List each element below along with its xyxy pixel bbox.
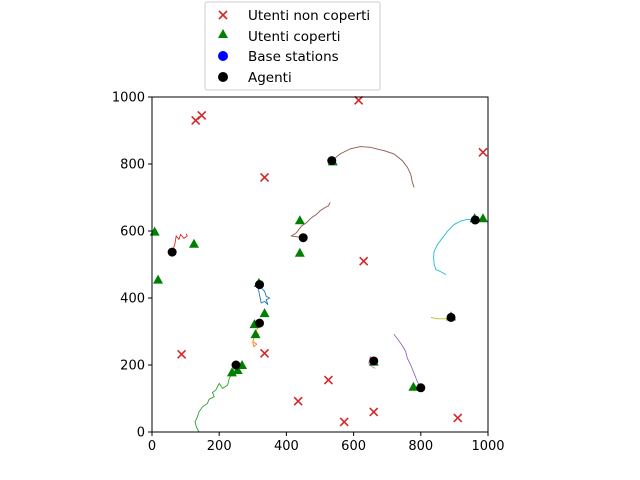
y-tick-label: 200 [120,359,145,374]
x-tick-label: 200 [207,439,232,454]
agent-marker [327,156,337,166]
covered-user-marker [232,365,243,375]
agent-marker [369,356,379,366]
agent-marker [231,360,241,370]
covered-user-marker [226,367,237,377]
agent-marker [416,383,426,393]
agent-marker [255,318,265,328]
covered-user-marker [153,274,164,284]
x-tick-label: 400 [274,439,299,454]
trajectory-line-3 [257,281,271,306]
legend-label-base-stations: Base stations [248,49,339,65]
legend-box [204,1,381,91]
uncovered-user-marker [354,95,364,105]
uncovered-user-marker [293,396,303,406]
y-tick-label: 800 [120,158,145,173]
covered-user-marker [294,247,305,257]
legend-marker-triangle [218,29,228,38]
x-tick-label: 600 [341,439,366,454]
uncovered-user-marker [177,349,187,359]
agent-marker [167,247,177,257]
covered-user-marker [294,215,305,225]
x-tick-label: 800 [408,439,433,454]
axes-frame [151,96,489,433]
plot-area: 0 200 400 600 800 1000 0 200 400 600 800 1000 [112,91,505,455]
trajectory-line-5 [194,364,237,433]
legend-marker-x [218,10,228,20]
y-tick-label: 0 [137,426,145,441]
uncovered-user-marker [369,407,379,417]
agent-marker [446,312,456,322]
uncovered-user-marker [197,110,207,120]
y-tick-label: 600 [120,225,145,240]
trajectory-line-1 [290,202,331,239]
covered-user-marker [477,213,488,223]
trajectory-line-2 [331,146,415,188]
x-tick-label: 1000 [471,439,504,454]
agent-marker [470,215,480,225]
covered-user-marker [408,381,419,391]
legend-label-agents: Agenti [248,70,292,86]
uncovered-user-marker [339,417,349,427]
y-tick-label: 400 [120,292,145,307]
legend-label-covered-users: Utenti coperti [248,29,341,45]
covered-user-marker [189,238,199,248]
uncovered-user-marker [453,413,463,423]
trajectory-line-0 [171,233,188,253]
uncovered-user-marker [359,256,369,266]
uncovered-user-marker [259,348,270,358]
legend-label-uncovered-users: Utenti non coperti [248,8,370,24]
trajectory-line-7 [393,333,422,389]
uncovered-user-marker [478,147,488,157]
legend-marker-black-circle [218,72,228,82]
uncovered-user-marker [259,172,270,182]
agent-marker [298,233,308,243]
covered-user-marker [250,329,261,339]
y-tick-label: 1000 [112,91,145,106]
legend: Utenti non coperti Utenti coperti Base s… [204,1,381,91]
trajectory-line-9 [433,218,476,275]
covered-user-marker [259,308,270,318]
legend-marker-blue-circle [218,51,228,61]
agent-marker [255,280,265,290]
uncovered-user-marker [323,375,333,385]
x-tick-label: 0 [148,439,156,454]
